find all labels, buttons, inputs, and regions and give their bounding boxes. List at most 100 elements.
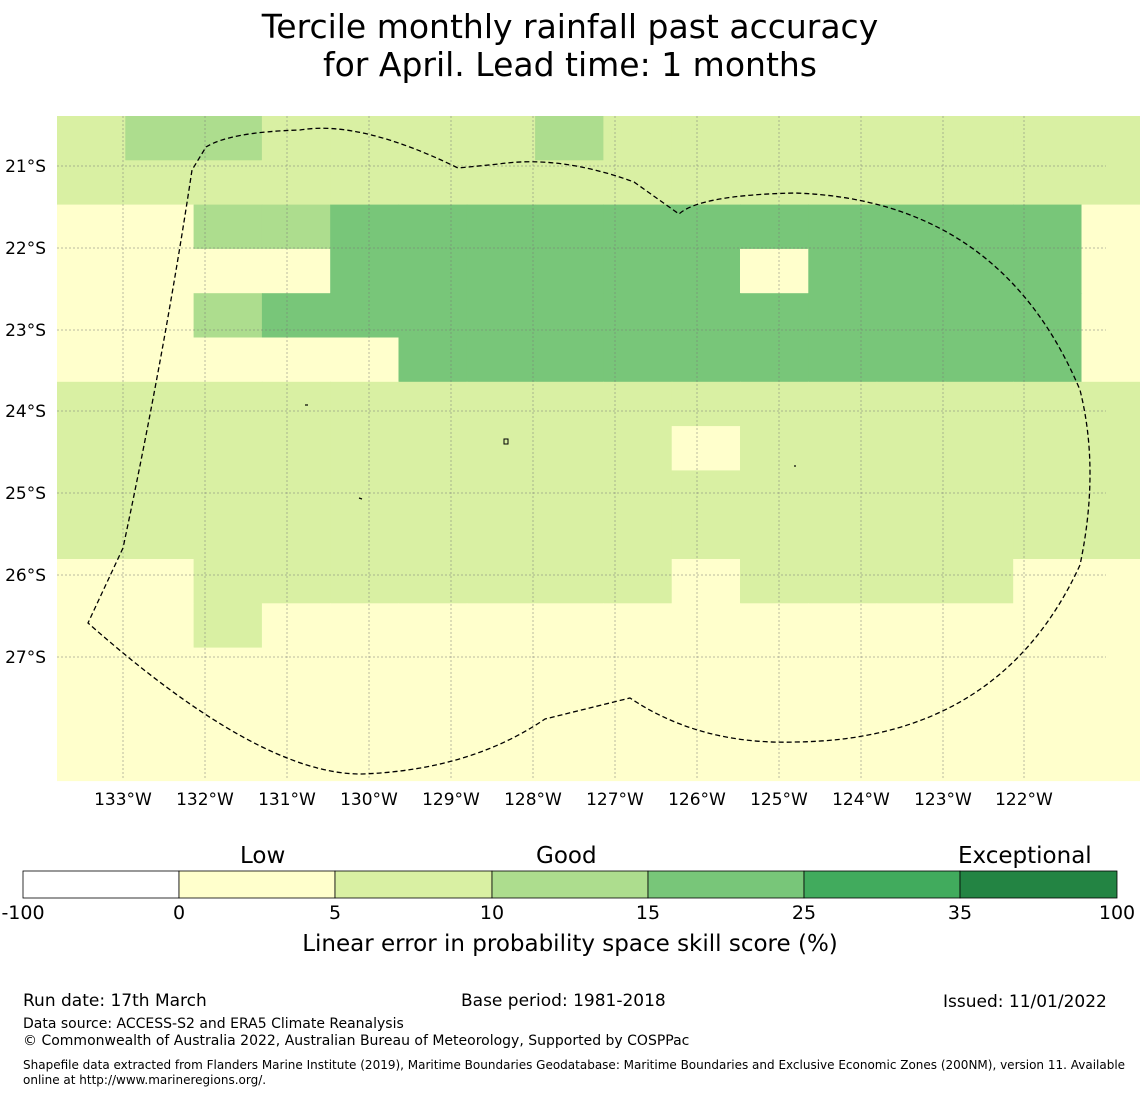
- skill-cell: [125, 381, 195, 427]
- skill-cell: [671, 736, 741, 782]
- skill-cell: [535, 248, 604, 294]
- skill-cell: [808, 160, 878, 206]
- skill-cell: [193, 514, 263, 560]
- skill-cell: [535, 603, 604, 649]
- skill-cell: [1013, 116, 1083, 161]
- skill-cell: [876, 293, 946, 339]
- issued-date: Issued: 11/01/2022: [943, 992, 1107, 1012]
- skill-cell: [57, 514, 126, 560]
- skill-cell: [1013, 204, 1083, 250]
- skill-cell: [125, 603, 195, 649]
- skill-cell: [876, 603, 946, 649]
- skill-cell: [671, 426, 741, 471]
- skill-cell: [1081, 248, 1140, 294]
- skill-cell: [330, 647, 400, 693]
- skill-cell: [535, 293, 604, 339]
- skill-cell: [808, 248, 878, 294]
- skill-cell: [125, 116, 195, 161]
- longitude-label: 125°W: [750, 790, 808, 810]
- skill-cell: [1081, 559, 1140, 604]
- colorbar-segment: [647, 870, 805, 899]
- skill-cell: [1081, 293, 1140, 339]
- skill-cell: [466, 381, 536, 427]
- skill-cell: [398, 293, 468, 339]
- skill-cell: [944, 559, 1014, 604]
- skill-cell: [671, 337, 741, 383]
- skill-cell: [808, 736, 878, 782]
- skill-cell: [1081, 160, 1140, 206]
- colorbar-tick: 100: [1098, 902, 1136, 924]
- skill-cell: [125, 647, 195, 693]
- island: [358, 497, 363, 500]
- skill-cell: [1081, 426, 1140, 471]
- colorbar-tick: 5: [328, 902, 342, 924]
- skill-cell: [57, 603, 126, 649]
- skill-cell: [193, 736, 263, 782]
- skill-cell: [603, 337, 673, 383]
- skill-cell: [261, 337, 331, 383]
- skill-cell: [808, 559, 878, 604]
- skill-cell: [330, 160, 400, 206]
- skill-cell: [125, 293, 195, 339]
- skill-cell: [466, 559, 536, 604]
- skill-cell: [57, 691, 126, 737]
- skill-cell: [466, 248, 536, 294]
- skill-cell: [671, 603, 741, 649]
- skill-cell: [1013, 736, 1083, 782]
- skill-cell: [535, 426, 604, 471]
- colorbar-tick: 35: [947, 902, 973, 924]
- skill-cell: [603, 691, 673, 737]
- skill-cell: [193, 248, 263, 294]
- longitude-labels: 133°W 132°W 131°W 130°W 129°W 128°W 127°W 126°W…: [94, 790, 1053, 810]
- skill-cell: [193, 116, 263, 161]
- skill-cell: [398, 514, 468, 560]
- skill-cell: [876, 647, 946, 693]
- skill-cell: [1013, 514, 1083, 560]
- colorbar-tick: 10: [479, 902, 505, 924]
- skill-cell: [808, 426, 878, 471]
- skill-cell: [808, 381, 878, 427]
- colorbar-segment: [22, 870, 180, 899]
- latitude-label: 22°S: [5, 239, 46, 259]
- skill-cell: [466, 691, 536, 737]
- skill-cell: [466, 426, 536, 471]
- skill-cell: [740, 204, 809, 250]
- skill-cell: [1013, 470, 1083, 516]
- skill-cell: [876, 381, 946, 427]
- longitude-label: 130°W: [340, 790, 398, 810]
- skill-cell: [398, 116, 468, 161]
- skill-cell: [125, 736, 195, 782]
- skill-cell: [740, 160, 809, 206]
- skill-cell: [125, 426, 195, 471]
- skill-cell: [944, 426, 1014, 471]
- skill-cell: [193, 691, 263, 737]
- skill-cell: [125, 204, 195, 250]
- skill-cell: [1081, 736, 1140, 782]
- skill-cell: [1081, 514, 1140, 560]
- skill-cell: [740, 736, 809, 782]
- skill-cell: [193, 160, 263, 206]
- skill-cell: [535, 160, 604, 206]
- skill-cell: [603, 603, 673, 649]
- skill-cell: [125, 470, 195, 516]
- chart-title-line-2: for April. Lead time: 1 months: [323, 45, 817, 84]
- skill-cell: [261, 160, 331, 206]
- latitude-labels: 21°S 22°S 23°S 24°S 25°S 26°S 27°S: [5, 157, 46, 668]
- eez-boundary: [87, 127, 1091, 775]
- skill-cell: [808, 293, 878, 339]
- skill-cell: [535, 559, 604, 604]
- skill-cell: [1081, 647, 1140, 693]
- skill-cell: [398, 559, 468, 604]
- skill-cell: [944, 381, 1014, 427]
- skill-cell: [466, 293, 536, 339]
- skill-cell: [740, 381, 809, 427]
- colorbar-category-exceptional: Exceptional: [958, 843, 1092, 869]
- skill-cell: [330, 381, 400, 427]
- skill-cell: [740, 248, 809, 294]
- skill-cell: [876, 116, 946, 161]
- skill-cell: [1081, 470, 1140, 516]
- skill-cell: [193, 337, 263, 383]
- longitude-label: 132°W: [176, 790, 234, 810]
- skill-cell: [535, 736, 604, 782]
- base-period: Base period: 1981-2018: [461, 991, 666, 1011]
